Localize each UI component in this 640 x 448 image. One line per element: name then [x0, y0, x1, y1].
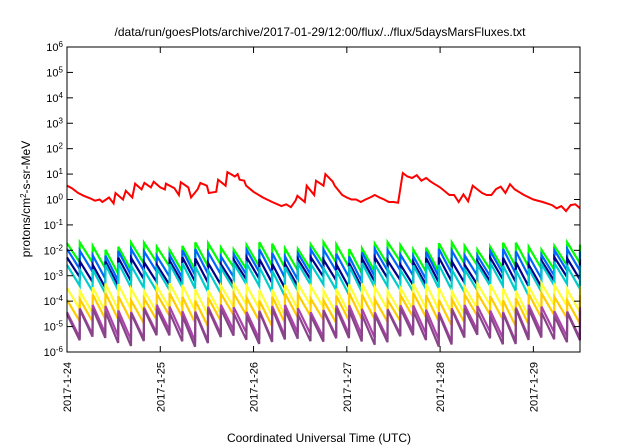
y-tick-label: 10-5: [44, 319, 64, 334]
x-tick-label: 2017-1-25: [155, 362, 167, 412]
y-tick-label: 104: [46, 90, 63, 105]
x-tick-label: 2017-1-24: [62, 362, 74, 412]
x-tick-label: 2017-1-27: [342, 362, 354, 412]
y-axis-label-base: protons/cm: [19, 198, 33, 257]
y-tick-label: 105: [46, 65, 63, 80]
series-layer: [66, 170, 582, 348]
series-line-9: [66, 307, 582, 348]
x-tick-label: 2017-1-29: [528, 362, 540, 412]
y-tick-label: 10-1: [44, 217, 64, 232]
series-line-5: [66, 258, 582, 298]
y-axis-label: protons/cm2-s-sr-MeV: [19, 141, 34, 257]
x-tick-label: 2017-1-28: [435, 362, 447, 412]
y-tick-label: 10-4: [44, 294, 64, 309]
plot-frame: [66, 46, 581, 353]
y-tick-label: 101: [46, 167, 63, 182]
y-tick-label: 10-3: [44, 268, 64, 283]
series-line-1: [66, 170, 581, 213]
y-axis-label-rest: -s-sr-MeV: [19, 141, 33, 194]
x-tick-label: 2017-1-26: [249, 362, 261, 412]
y-tick-label: 10-2: [44, 243, 64, 257]
y-tick-label: 10-6: [44, 345, 64, 360]
tick-layer: 10-6 10-5 10-4 10-3 10-2 10-1 100 101 102 103 104 1…: [44, 40, 580, 412]
y-axis-label-sup: 2: [19, 193, 28, 198]
chart-title: /data/run/goesPlots/archive/2017-01-29/1…: [115, 25, 527, 39]
y-tick-label: 103: [46, 116, 63, 131]
y-tick-label: 100: [46, 192, 63, 207]
y-tick-label: 102: [46, 141, 63, 156]
y-tick-label: 106: [46, 40, 63, 55]
x-axis-label: Coordinated Universal Time (UTC): [227, 431, 411, 445]
